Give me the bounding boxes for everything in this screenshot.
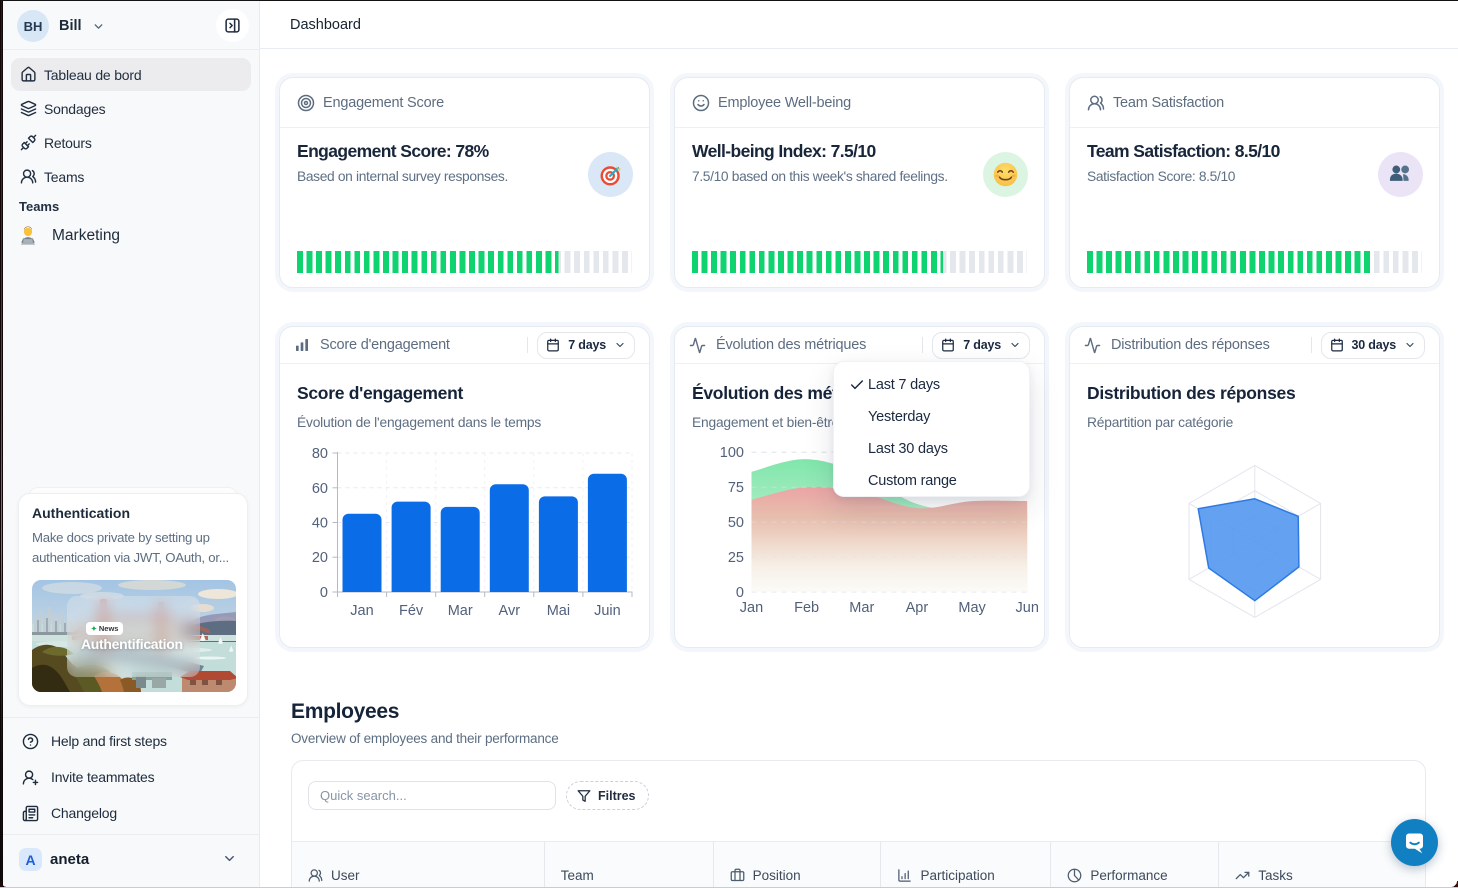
svg-text:Jan: Jan xyxy=(740,600,763,616)
svg-text:Fév: Fév xyxy=(399,603,424,619)
svg-text:Avr: Avr xyxy=(499,603,521,619)
svg-text:Feb: Feb xyxy=(794,600,819,616)
svg-text:50: 50 xyxy=(728,515,744,531)
svg-text:Jan: Jan xyxy=(350,603,373,619)
svg-text:Mar: Mar xyxy=(448,603,473,619)
svg-text:Juin: Juin xyxy=(594,603,621,619)
svg-text:40: 40 xyxy=(312,516,328,532)
svg-text:100: 100 xyxy=(720,445,744,461)
svg-text:Apr: Apr xyxy=(906,600,929,616)
svg-text:Jun: Jun xyxy=(1016,600,1039,616)
svg-text:0: 0 xyxy=(736,585,744,601)
svg-text:60: 60 xyxy=(312,481,328,497)
svg-text:80: 80 xyxy=(312,446,328,462)
svg-text:May: May xyxy=(958,600,986,616)
svg-text:0: 0 xyxy=(320,585,328,601)
svg-text:Mai: Mai xyxy=(547,603,570,619)
svg-text:Mar: Mar xyxy=(849,600,874,616)
svg-text:20: 20 xyxy=(312,550,328,566)
svg-text:75: 75 xyxy=(728,480,744,496)
svg-text:25: 25 xyxy=(728,550,744,566)
